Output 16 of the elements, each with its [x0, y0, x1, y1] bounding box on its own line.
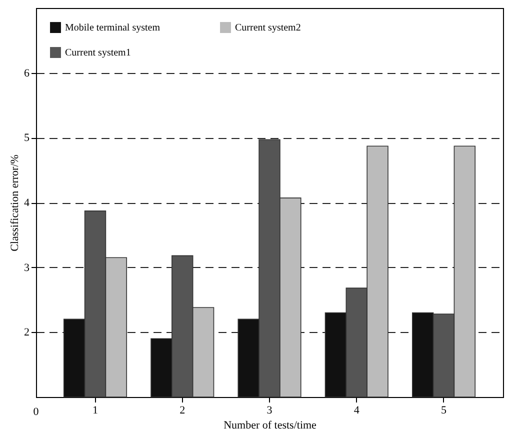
text: 0 — [33, 406, 40, 418]
y-tick-label: 3 — [24, 262, 30, 274]
x-tick-label: 3 — [266, 404, 273, 416]
y-axis-title: Classification error/% — [9, 154, 21, 252]
y-tick-label: 5 — [24, 132, 30, 144]
legend-label: Current system1 — [65, 48, 131, 58]
x-tick-label: 2 — [180, 404, 186, 416]
y-tick-label: 2 — [24, 326, 30, 339]
x-tick-label: 4 — [354, 404, 360, 416]
x-tick-label: 5 — [441, 404, 448, 416]
legend-label: Mobile terminal system — [65, 22, 160, 34]
legend-label: Current system2 — [235, 22, 301, 34]
y-tick-label: 6 — [24, 67, 30, 80]
x-axis-title: Number of tests/time — [224, 420, 317, 432]
y-tick-label: 4 — [24, 197, 30, 209]
x-tick-label: 1 — [92, 404, 98, 416]
